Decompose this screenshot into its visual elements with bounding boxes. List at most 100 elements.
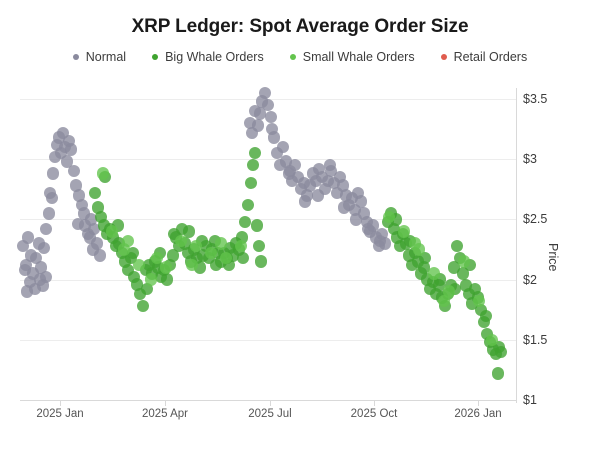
scatter-point bbox=[159, 261, 173, 274]
scatter-point bbox=[69, 179, 83, 192]
scatter-point bbox=[199, 239, 213, 253]
scatter-point bbox=[153, 246, 167, 260]
scatter-point bbox=[463, 258, 477, 272]
scatter-point bbox=[182, 225, 196, 238]
scatter-point bbox=[366, 219, 380, 232]
scatter-point bbox=[209, 258, 223, 272]
scatter-point bbox=[348, 203, 362, 216]
y-tick-label: $2.5 bbox=[523, 212, 548, 227]
scatter-point bbox=[323, 159, 337, 172]
scatter-point bbox=[54, 146, 68, 160]
scatter-point bbox=[139, 263, 153, 277]
scatter-point bbox=[438, 299, 452, 313]
scatter-point bbox=[235, 231, 249, 244]
scatter-point bbox=[417, 261, 431, 274]
scatter-point bbox=[429, 287, 443, 301]
scatter-point bbox=[337, 201, 351, 214]
legend-label-small-whale-orders: Small Whale Orders bbox=[302, 50, 415, 64]
scatter-point bbox=[42, 207, 56, 220]
gridline bbox=[20, 99, 516, 100]
scatter-point bbox=[112, 237, 126, 250]
gridline bbox=[20, 339, 516, 341]
scatter-point bbox=[72, 189, 86, 202]
scatter-point bbox=[133, 287, 147, 301]
scatter-point bbox=[450, 239, 464, 253]
scatter-point bbox=[248, 104, 262, 118]
scatter-point bbox=[62, 134, 76, 148]
scatter-point bbox=[124, 251, 138, 265]
scatter-point bbox=[83, 231, 97, 244]
scatter-point bbox=[234, 239, 248, 253]
scatter-point bbox=[39, 222, 53, 236]
legend-item-small-whale-orders[interactable]: Small Whale Orders bbox=[289, 50, 415, 64]
x-tick-label: 2026 Jan bbox=[454, 408, 502, 420]
scatter-point bbox=[381, 215, 395, 228]
scatter-point bbox=[390, 231, 404, 244]
scatter-point bbox=[486, 343, 500, 356]
scatter-point bbox=[196, 249, 210, 262]
scatter-point bbox=[98, 171, 112, 184]
legend-item-big-whale-orders[interactable]: Big Whale Orders bbox=[152, 50, 264, 64]
scatter-point bbox=[403, 234, 417, 248]
scatter-point bbox=[318, 183, 332, 196]
y-tick-label: $1.5 bbox=[523, 332, 548, 347]
scatter-point bbox=[457, 255, 471, 268]
scatter-point bbox=[157, 263, 171, 277]
scatter-point bbox=[52, 131, 66, 144]
scatter-point bbox=[117, 243, 131, 256]
x-tick-label: 2025 Jan bbox=[36, 408, 84, 420]
scatter-point bbox=[384, 207, 398, 220]
scatter-point bbox=[48, 150, 62, 163]
gridline bbox=[20, 279, 516, 281]
scatter-point bbox=[255, 95, 269, 108]
x-tick-mark bbox=[478, 400, 479, 406]
y-tick-label: $3.5 bbox=[523, 92, 548, 106]
scatter-point bbox=[462, 287, 476, 301]
chart-legend: Normal Big Whale Orders Small Whale Orde… bbox=[0, 50, 600, 64]
scatter-point bbox=[184, 255, 198, 268]
scatter-point bbox=[236, 251, 250, 265]
scatter-point bbox=[468, 283, 482, 296]
scatter-point bbox=[245, 126, 259, 139]
y-axis-line bbox=[516, 88, 517, 403]
scatter-point bbox=[279, 155, 293, 168]
scatter-point bbox=[369, 231, 383, 244]
scatter-point bbox=[382, 210, 396, 224]
scatter-point bbox=[60, 155, 74, 168]
scatter-point bbox=[297, 177, 311, 190]
scatter-point bbox=[375, 227, 389, 241]
scatter-point bbox=[321, 174, 335, 188]
scatter-point bbox=[140, 283, 154, 296]
scatter-point bbox=[222, 258, 236, 272]
legend-swatch-small-whale-orders bbox=[289, 54, 296, 60]
scatter-point bbox=[492, 340, 506, 354]
legend-label-retail-orders: Retail Orders bbox=[453, 50, 528, 64]
scatter-point bbox=[432, 279, 446, 292]
scatter-point bbox=[298, 195, 312, 208]
scatter-point bbox=[435, 291, 449, 304]
x-tick-label: 2025 Apr bbox=[141, 408, 189, 420]
scatter-point bbox=[270, 146, 284, 160]
scatter-point bbox=[217, 246, 231, 260]
scatter-point bbox=[220, 251, 234, 265]
legend-item-normal[interactable]: Normal bbox=[72, 50, 126, 64]
scatter-point bbox=[397, 225, 411, 238]
scatter-point bbox=[408, 246, 422, 260]
scatter-point bbox=[115, 246, 129, 260]
scatter-point bbox=[444, 279, 458, 292]
scatter-point bbox=[181, 246, 195, 260]
legend-item-retail-orders[interactable]: Retail Orders bbox=[440, 50, 528, 64]
scatter-point bbox=[489, 348, 503, 361]
y-tick-label: $2 bbox=[523, 272, 537, 287]
scatter-point bbox=[23, 275, 37, 289]
scatter-point bbox=[285, 174, 299, 188]
scatter-point bbox=[223, 242, 237, 255]
scatter-point bbox=[96, 167, 110, 180]
scatter-point bbox=[87, 222, 101, 236]
scatter-point bbox=[91, 201, 105, 214]
gridline bbox=[20, 219, 516, 221]
scatter-point bbox=[34, 261, 48, 274]
scatter-point bbox=[267, 131, 281, 144]
scatter-point bbox=[226, 249, 240, 262]
x-tick-label: 2025 Oct bbox=[350, 408, 398, 420]
